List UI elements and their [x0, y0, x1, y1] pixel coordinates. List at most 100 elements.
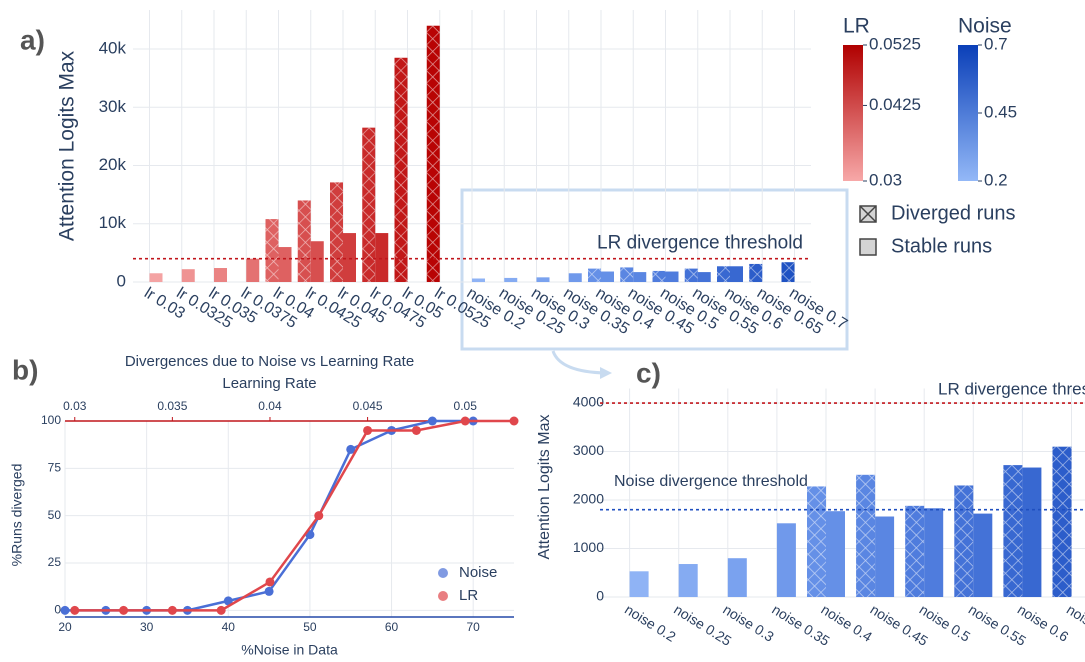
bar	[472, 278, 485, 282]
bar	[620, 267, 634, 282]
bar	[246, 258, 260, 282]
legend-label: Noise	[459, 564, 497, 581]
bar	[426, 25, 440, 282]
bar	[1003, 465, 1023, 597]
y-tick-label: 25	[48, 555, 62, 569]
point	[264, 586, 274, 596]
bar	[954, 485, 974, 597]
bar	[278, 247, 292, 282]
threshold-label: Noise divergence threshold	[614, 473, 808, 490]
point	[314, 511, 324, 521]
y-tick-label: 4000	[573, 394, 604, 410]
threshold-label: LR divergence threshold	[938, 380, 1085, 399]
bar	[588, 268, 601, 282]
bar	[807, 486, 826, 597]
x-tick-label: 40	[222, 620, 236, 634]
x2-tick-label: 0.04	[258, 399, 282, 413]
point	[167, 605, 177, 615]
bar	[826, 511, 845, 597]
point	[363, 425, 373, 435]
panel-label: c)	[636, 357, 661, 388]
legend-label: LR	[459, 587, 478, 604]
colorbar-title: Noise	[958, 15, 1012, 38]
bar	[973, 513, 993, 597]
y-axis-title: Attention Logits Max	[536, 415, 553, 560]
bar	[568, 273, 582, 282]
point	[223, 596, 233, 606]
bar	[749, 263, 763, 282]
x-tick-label: 30	[140, 620, 154, 634]
bar	[875, 516, 895, 597]
bar	[149, 273, 163, 282]
bar	[297, 200, 311, 282]
bar	[504, 277, 518, 282]
colorbar	[843, 45, 863, 181]
point	[460, 416, 470, 426]
bar	[394, 57, 408, 283]
bar	[601, 271, 614, 282]
bar	[1022, 467, 1042, 597]
y-tick-label: 50	[48, 508, 62, 522]
bar	[1052, 446, 1072, 597]
highlight-box	[460, 188, 849, 351]
y-tick-label: 0	[54, 603, 61, 617]
y-tick-label: 3000	[573, 442, 604, 458]
bar	[536, 277, 550, 282]
point	[411, 425, 421, 435]
colorbar-title: LR	[843, 15, 870, 38]
y-tick-label: 75	[48, 461, 62, 475]
legend-label: Diverged runs	[891, 202, 1016, 224]
point	[265, 577, 275, 587]
point	[509, 416, 519, 426]
bar	[265, 219, 279, 282]
point	[346, 444, 356, 454]
arrow	[551, 350, 607, 375]
bar	[330, 182, 343, 282]
legend-marker	[438, 568, 448, 578]
x2-tick-label: 0.05	[454, 399, 478, 413]
bar	[856, 474, 876, 597]
x-tick-label: 20	[58, 620, 72, 634]
bar	[776, 523, 796, 597]
bar	[924, 508, 944, 597]
point	[216, 605, 226, 615]
point	[119, 605, 129, 615]
y-tick-label: 20k	[99, 155, 127, 174]
x-axis-title: %Noise in Data	[241, 642, 338, 658]
bar	[717, 266, 730, 282]
y-axis-title: Attention Logits Max	[56, 50, 79, 241]
bar	[684, 268, 698, 282]
y-tick-label: 100	[41, 413, 61, 427]
colorbar-tick-label: 0.2	[984, 170, 1008, 189]
point	[60, 605, 70, 615]
chart-title: Divergences due to Noise vs Learning Rat…	[125, 353, 414, 370]
colorbar-tick-label: 0.03	[869, 170, 902, 189]
bar	[375, 233, 389, 282]
x-tick-label: 50	[303, 620, 317, 634]
y-tick-label: 10k	[99, 213, 127, 232]
x-tick-label: 70	[467, 620, 481, 634]
bar	[697, 272, 711, 282]
bar	[633, 272, 647, 282]
bar	[905, 505, 925, 597]
legend-marker	[438, 591, 448, 601]
legend-hatch	[859, 205, 877, 223]
panel-label: a)	[20, 24, 45, 55]
panel-label: b)	[12, 354, 38, 385]
y-tick-label: 40k	[99, 39, 127, 58]
bar	[214, 268, 227, 282]
bar	[678, 564, 698, 597]
bar	[727, 558, 747, 597]
bar	[665, 271, 679, 282]
colorbar-tick-label: 0.7	[984, 34, 1008, 53]
colorbar-tick-label: 0.0525	[869, 34, 921, 53]
bar	[652, 270, 666, 282]
y-tick-label: 1000	[573, 539, 604, 555]
arrow-head	[600, 367, 612, 379]
x2-axis-title: Learning Rate	[222, 375, 316, 392]
bar	[181, 269, 195, 282]
legend-label: Stable runs	[891, 235, 992, 257]
x-tick-label: noise 0.65	[1064, 601, 1085, 649]
